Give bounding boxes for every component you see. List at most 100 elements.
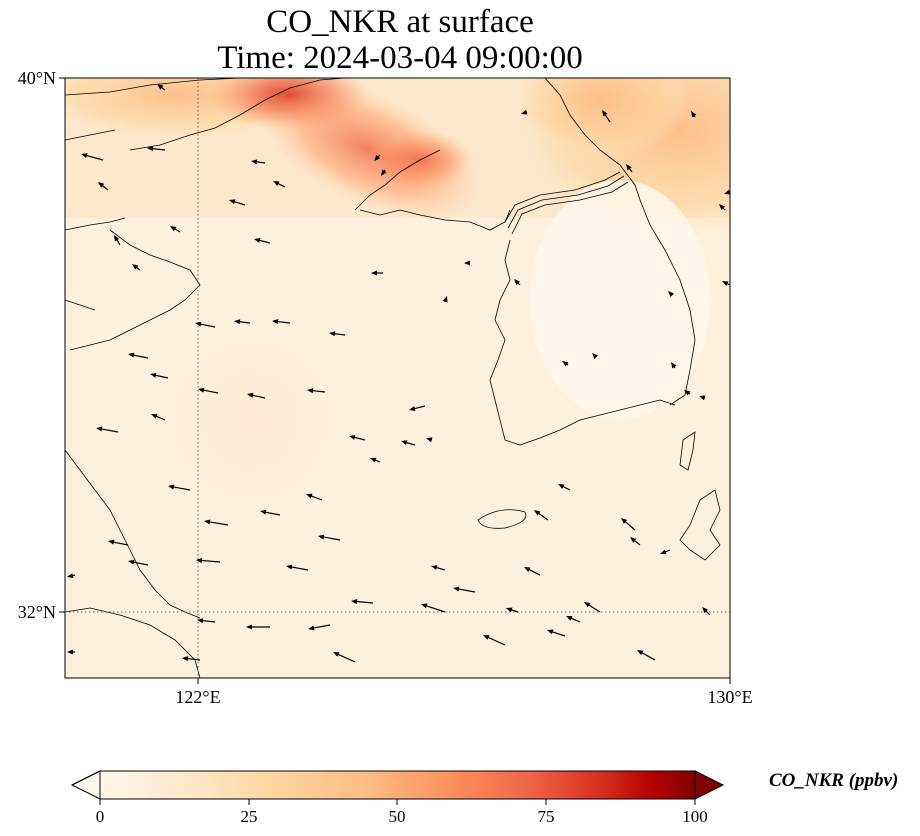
graticule — [65, 78, 730, 678]
wind-vector-head — [506, 607, 513, 613]
wind-vector-head — [547, 629, 554, 635]
map-frame — [64, 77, 731, 679]
wind-vector-head — [381, 169, 387, 176]
wind-vector-head — [170, 226, 177, 232]
wind-vector-shaft — [321, 536, 341, 541]
wind-vector-head — [421, 603, 428, 609]
wind-vector-head — [521, 109, 528, 115]
wind-vector-shaft — [311, 624, 331, 629]
wind-vector-head — [204, 519, 211, 525]
wind-vector-head — [431, 565, 438, 571]
wind-vector-head — [722, 281, 729, 286]
wind-vector-head — [562, 361, 569, 367]
wind-vector-head — [684, 390, 691, 396]
wind-vector-head — [483, 635, 490, 640]
wind-vector-head — [671, 362, 677, 369]
wind-vector-head — [702, 607, 709, 614]
wind-vector-head — [272, 319, 279, 325]
wind-vector-head — [197, 618, 204, 624]
wind-vector-head — [254, 238, 261, 243]
wind-vector-shaft — [352, 436, 366, 441]
wind-vector-shaft — [550, 630, 566, 637]
wind-vector-shaft — [200, 619, 216, 623]
wind-vector-head — [374, 154, 381, 161]
wind-vector-head — [108, 539, 115, 545]
colorbar-gradient — [100, 771, 695, 799]
wind-vector-head — [81, 153, 88, 158]
colorbar-tick-25: 25 — [241, 807, 258, 826]
wind-vector-head — [691, 111, 697, 118]
wind-vector-shaft — [275, 320, 291, 324]
wind-vector-head — [147, 146, 154, 152]
lon-label-122: 122°E — [175, 687, 220, 707]
colorbar-extend-low — [70, 770, 101, 800]
colorbar-extend-high — [694, 770, 725, 800]
wind-vector-head — [637, 650, 644, 656]
axis-ticks — [59, 77, 731, 684]
wind-vector-shaft — [412, 405, 426, 410]
wind-vector-shaft — [185, 657, 201, 661]
wind-vector-head — [182, 656, 189, 662]
wind-vector-head — [157, 84, 164, 90]
wind-vector-head — [409, 406, 416, 411]
wind-vector-head — [349, 435, 356, 440]
wind-vector-shaft — [237, 320, 251, 324]
wind-vector-head — [151, 414, 158, 419]
wind-vector-head — [246, 624, 252, 630]
wind-vector-shaft — [309, 494, 323, 501]
wind-vector-shaft — [289, 566, 309, 571]
wind-vector-shaft — [150, 147, 166, 151]
wind-vector-head — [566, 616, 573, 621]
lat-label-40: 40°N — [18, 68, 56, 88]
wind-vector-shaft — [250, 394, 266, 399]
wind-vector-shaft — [111, 541, 129, 546]
wind-vector-head — [308, 625, 315, 631]
wind-vector-head — [229, 199, 236, 205]
wind-vector-shaft — [198, 323, 216, 328]
wind-vector-head — [630, 537, 637, 543]
wind-vector-shaft — [201, 389, 219, 394]
wind-vector-shaft — [354, 600, 374, 604]
wind-vector-head — [371, 270, 377, 276]
wind-vector-head — [724, 189, 731, 195]
wind-vector-head — [318, 534, 325, 540]
wind-vector-head — [370, 457, 377, 463]
wind-vector-shaft — [623, 520, 636, 531]
wind-vector-head — [668, 291, 675, 298]
wind-vector-head — [592, 353, 599, 360]
wind-vector-head — [558, 484, 565, 489]
wind-vector-shaft — [456, 588, 476, 593]
wind-vectors — [67, 84, 731, 663]
wind-vector-head — [67, 573, 74, 578]
wind-vector-head — [306, 493, 313, 499]
wind-vector-head — [195, 321, 202, 327]
wind-vector-head — [699, 395, 706, 401]
wind-vector-shaft — [199, 559, 221, 563]
wind-vector-head — [464, 260, 470, 266]
wind-vector-head — [128, 352, 135, 358]
wind-vector-head — [150, 372, 157, 378]
wind-vector-shaft — [232, 200, 246, 206]
wind-vector-head — [333, 652, 340, 657]
lat-label-32: 32°N — [18, 602, 56, 622]
wind-vector-shaft — [486, 636, 506, 646]
wind-vector-head — [128, 559, 135, 565]
wind-vector-shaft — [336, 653, 356, 663]
colorbar-tick-100: 100 — [682, 807, 708, 826]
wind-vector-shaft — [640, 651, 656, 661]
wind-vector-shaft — [131, 561, 149, 566]
wind-vector-shaft — [257, 239, 271, 244]
wind-vector-head — [524, 567, 531, 572]
colorbar-tick-75: 75 — [538, 807, 555, 826]
wind-vector-head — [719, 204, 726, 211]
wind-vector-head — [329, 331, 336, 337]
map-subtitle: Time: 2024-03-04 09:00:00 — [217, 40, 583, 76]
wind-vector-shaft — [84, 154, 104, 161]
wind-vector-shaft — [310, 389, 326, 393]
wind-vector-shaft — [207, 521, 229, 526]
wind-vector-head — [168, 484, 175, 490]
wind-vector-shaft — [99, 428, 119, 433]
wind-vector-head — [351, 599, 358, 605]
wind-vector-shaft — [263, 511, 281, 516]
